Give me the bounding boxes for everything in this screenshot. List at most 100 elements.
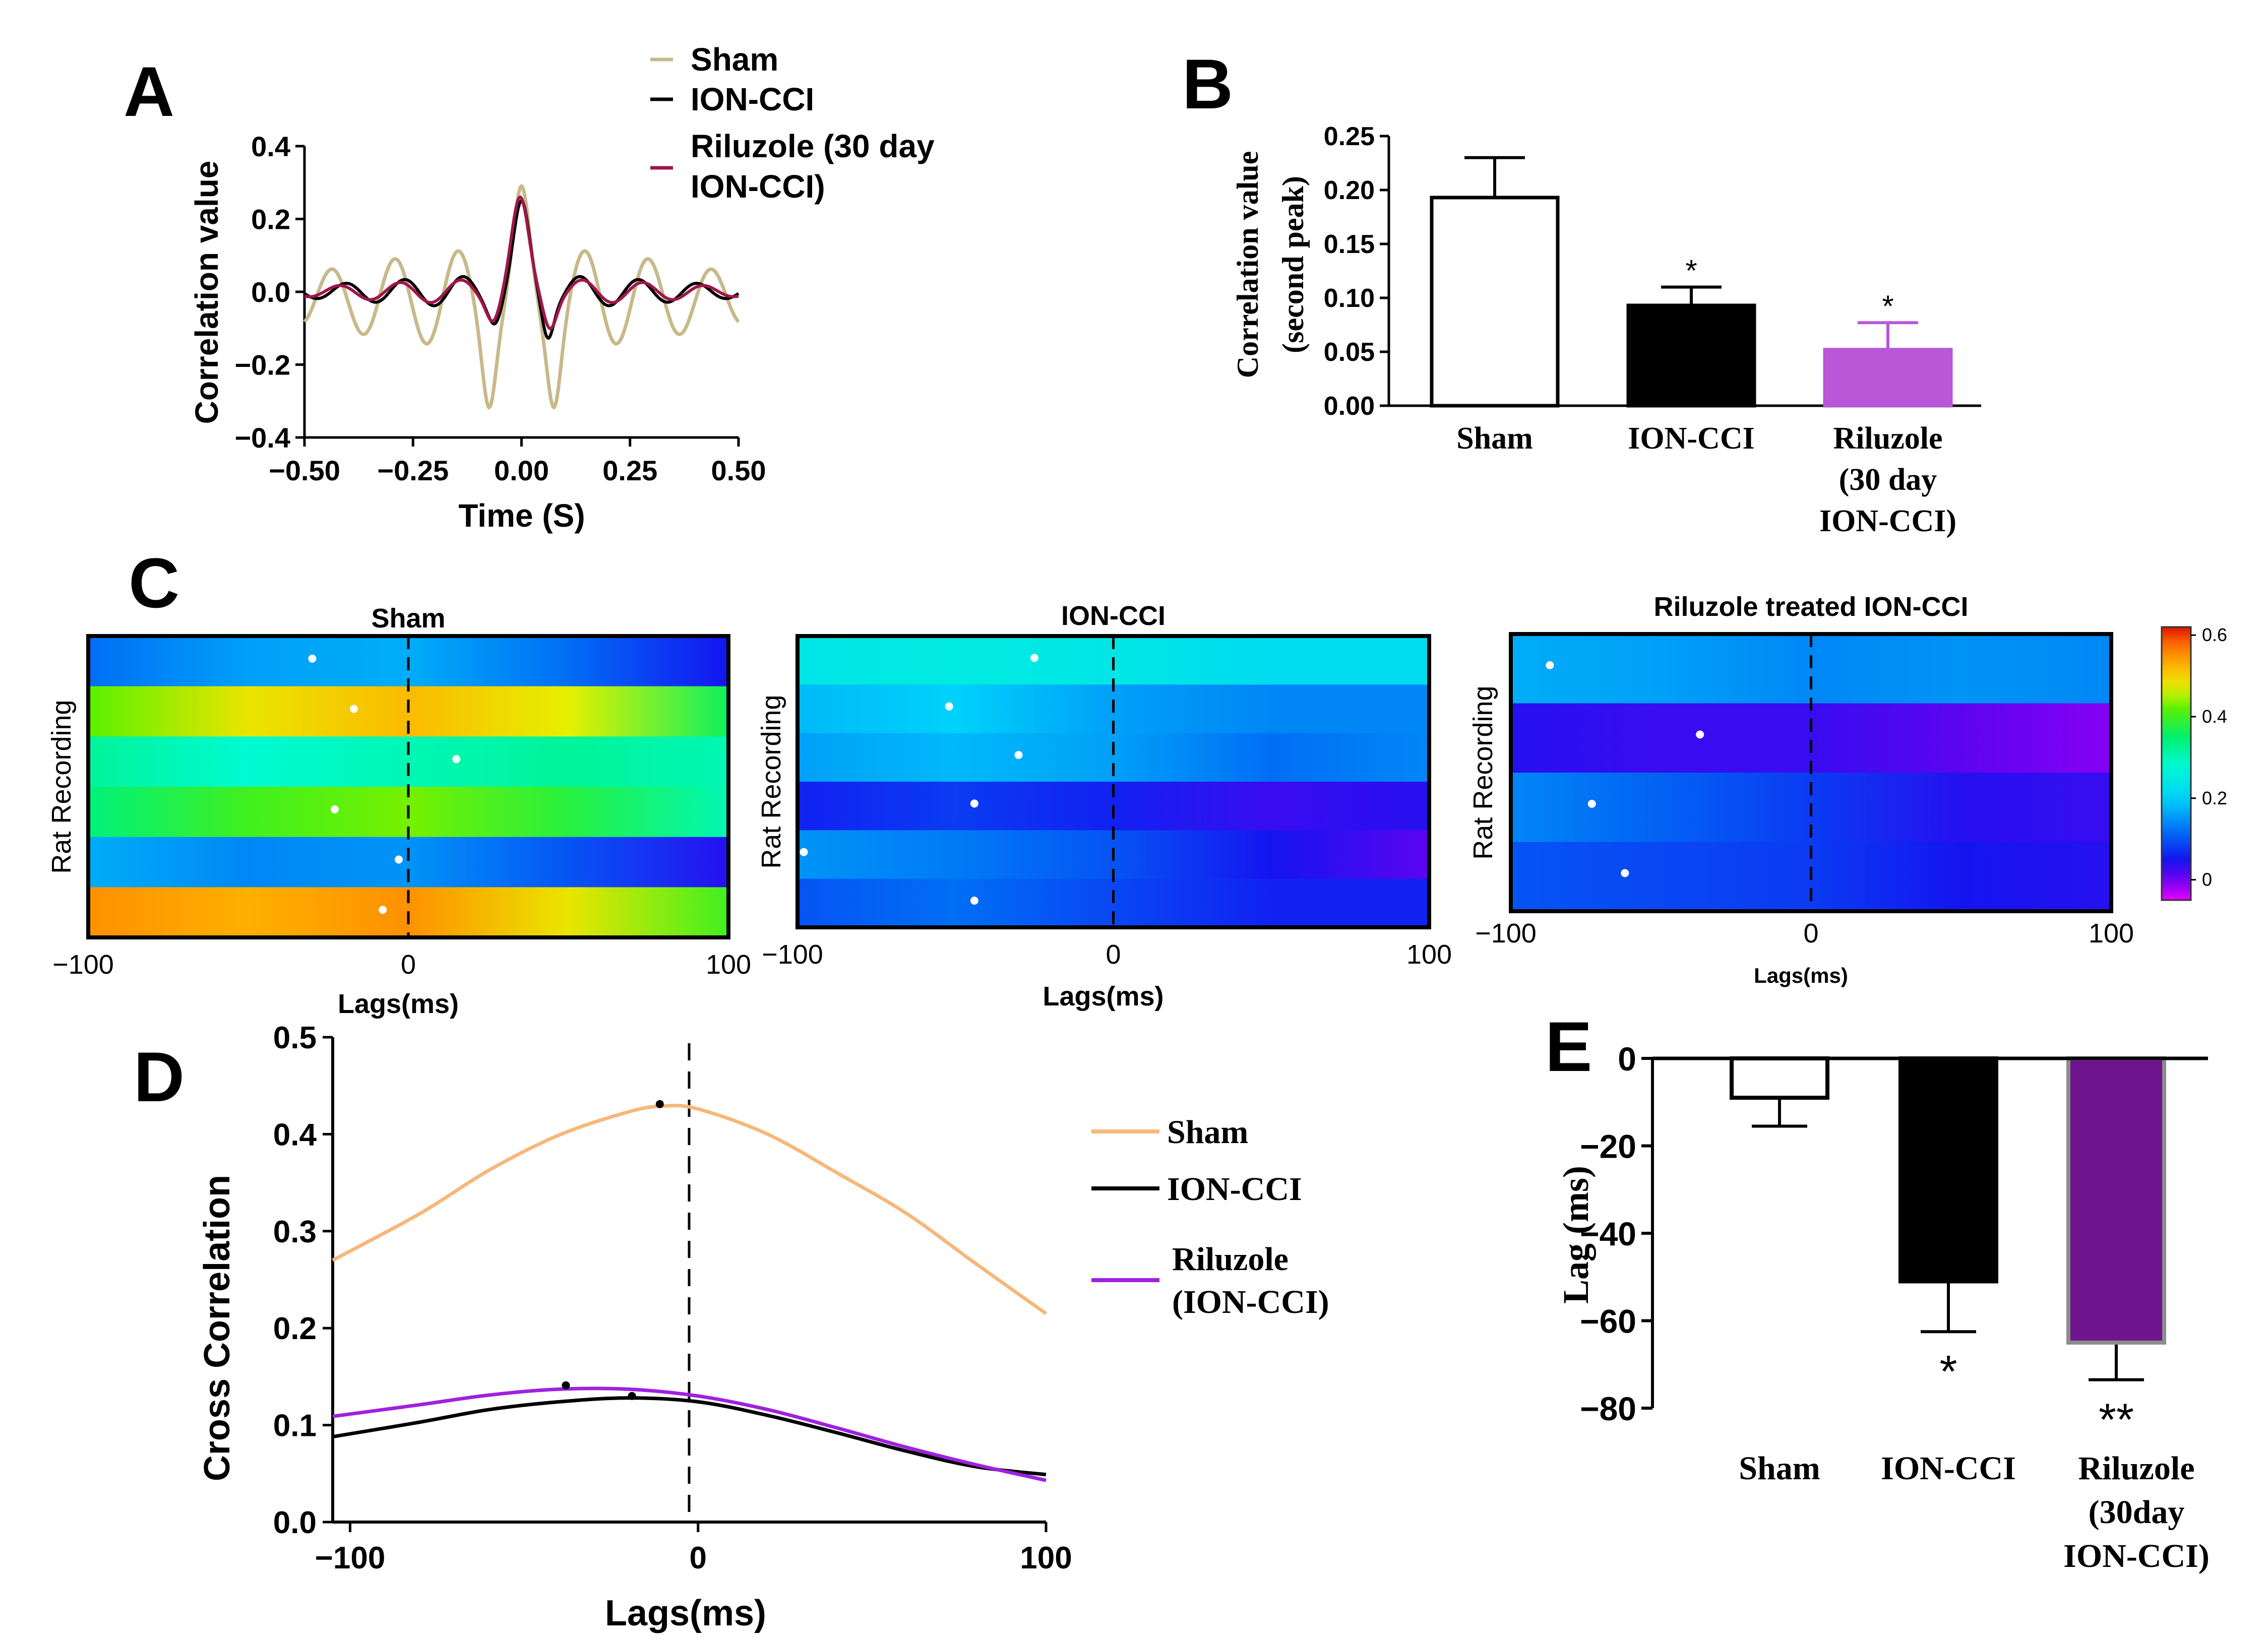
heatmap-peak-marker [1696, 730, 1704, 739]
heatmap-peak-marker [800, 848, 808, 856]
panel-e-y-tick-label: −60 [1580, 1303, 1636, 1340]
heatmap-x-tick-label: −100 [52, 950, 114, 980]
legend-d-riluzole-line1: Riluzole [1172, 1241, 1289, 1278]
heatmap-peak-marker [1014, 751, 1023, 760]
heatmap-y-label: Rat Recording [756, 695, 786, 868]
legend-d-riluzole-line2: (ION-CCI) [1172, 1284, 1329, 1320]
heatmap-peak-marker [394, 855, 403, 864]
heatmap-peak-marker [1587, 799, 1596, 808]
legend-a-ion: ION-CCI [691, 81, 814, 117]
panel-e-y-label: Lag (ms) [1556, 1166, 1596, 1304]
panel-b-significance: * [1685, 254, 1697, 288]
panel-d-peak-marker [628, 1392, 636, 1400]
panel-e-bar [1898, 1056, 1998, 1284]
panel-e-bar [1730, 1056, 1829, 1100]
panel-b-y-tick-label: 0.15 [1324, 230, 1375, 259]
panel-a-legend: Sham ION-CCI Riluzole (30 day ION-CCI) [650, 41, 935, 205]
panel-d-x-tick-label: 0 [690, 1541, 707, 1575]
panel-d-legend: Sham ION-CCI Riluzole (ION-CCI) [1091, 1114, 1329, 1320]
panel-b-y-tick-label: 0.10 [1324, 284, 1375, 313]
panel-b-y-tick-label: 0.25 [1324, 122, 1375, 151]
panel-d-y-label: Cross Correlation [197, 1175, 237, 1481]
heatmap-title: ION-CCI [1061, 601, 1166, 631]
panel-letter-e: E [1545, 1007, 1592, 1086]
panel-d-x-label: Lags(ms) [605, 1593, 766, 1633]
legend-d-sham: Sham [1167, 1114, 1248, 1151]
panel-b-category-label: Sham [1456, 421, 1533, 456]
panel-c-heatmaps: Sham Rat Recording −100 0 100 Lags(ms) ION-CCI… [46, 592, 2227, 1019]
heatmap-x-tick-label: 100 [706, 950, 751, 980]
heatmap-x-label: Lags(ms) [1043, 981, 1163, 1012]
panel-e-category-label: ION-CCI) [2063, 1538, 2210, 1574]
panel-e-category-label: (30day [2089, 1494, 2185, 1531]
heatmap-x-tick-label: 100 [2089, 918, 2134, 949]
panel-a-series-line [304, 195, 739, 330]
panel-e-significance: * [1939, 1347, 1957, 1397]
heatmap-y-label: Rat Recording [1468, 685, 1498, 859]
panel-letter-a: A [124, 52, 174, 131]
panel-d-peak-marker [655, 1100, 664, 1108]
panel-d-series-line [332, 1386, 1047, 1482]
panel-d-y-tick-label: 0.0 [273, 1505, 317, 1540]
heatmap-peak-marker [308, 654, 317, 663]
panel-d-peak-marker [562, 1381, 570, 1390]
heatmap-title: Riluzole treated ION-CCI [1653, 592, 1968, 622]
panel-a-series-line [303, 199, 740, 340]
legend-a-riluzole-line2: ION-CCI) [691, 168, 825, 205]
panel-letter-c: C [129, 543, 179, 622]
panel-b-category-label: (30 day [1839, 463, 1937, 497]
panel-e-y-tick-label: 0 [1618, 1040, 1636, 1078]
legend-a-sham: Sham [691, 41, 778, 78]
panel-b-bar [1823, 348, 1953, 408]
panel-d-series-line [332, 1396, 1047, 1477]
panel-letter-b: B [1182, 44, 1233, 123]
panel-a-x-tick-label: −0.50 [269, 455, 340, 486]
panel-a-y-tick-label: 0.4 [251, 131, 290, 162]
panel-d-x-tick-label: 100 [1020, 1541, 1072, 1575]
panel-a-y-tick-label: −0.4 [234, 422, 290, 454]
colorbar-tick-label: 0.4 [2202, 706, 2227, 727]
panel-d-y-tick-label: 0.2 [273, 1311, 317, 1346]
panel-b-bar [1430, 196, 1560, 408]
heatmap-y-label: Rat Recording [46, 700, 77, 873]
heatmap-x-tick-label: 0 [401, 950, 416, 980]
heatmap-x-label: Lags(ms) [1754, 964, 1848, 987]
panel-a-x-tick-label: 0.50 [711, 455, 766, 486]
panel-d-x-tick-label: −100 [315, 1541, 386, 1575]
heatmap-x-tick-label: −100 [762, 939, 823, 970]
panel-e-bar-chart: 0−20−40−60−80 *** Sham ION-CCI Riluzole(30… [1556, 1040, 2210, 1574]
panel-b-y-label-line1: Correlation value [1231, 151, 1264, 378]
panel-d-series-line [332, 1104, 1048, 1315]
panel-a-x-tick-label: −0.25 [377, 455, 449, 486]
panel-e-y-tick-label: −80 [1580, 1390, 1636, 1427]
heatmap-peak-marker [945, 702, 953, 711]
panel-a-series-line [303, 183, 740, 410]
panel-b-bar-chart: 0.00 0.05 0.10 0.15 0.20 0.25 * * Sham ION-CCI R… [1231, 122, 1981, 538]
colorbar [2161, 626, 2192, 901]
panel-b-category-label: ION-CCI [1628, 421, 1754, 456]
panel-e-category-label: ION-CCI [1881, 1450, 2016, 1487]
panel-a-y-tick-label: 0.0 [251, 276, 290, 308]
heatmap-x-tick-label: 0 [1106, 939, 1121, 970]
heatmap-peak-marker [1546, 661, 1554, 669]
panel-d-y-tick-label: 0.3 [273, 1215, 317, 1249]
panel-a-line-chart: −0.4 −0.2 0.0 0.2 0.4 −0.50 −0.25 0.00 0.25 0.50… [189, 41, 935, 534]
panel-b-bar [1626, 303, 1756, 408]
heatmap-x-tick-label: −100 [1475, 918, 1537, 949]
heatmap-peak-marker [970, 799, 978, 808]
panel-b-y-tick-label: 0.20 [1324, 176, 1375, 205]
panel-letter-d: D [134, 1037, 185, 1116]
panel-e-y-tick-label: −40 [1580, 1215, 1636, 1252]
panel-a-y-tick-label: 0.2 [251, 204, 290, 235]
heatmap-x-label: Lags(ms) [338, 989, 459, 1019]
colorbar-tick-label: 0 [2202, 869, 2212, 890]
panel-d-y-tick-label: 0.5 [273, 1021, 317, 1055]
panel-a-x-label: Time (S) [458, 497, 585, 534]
heatmap-x-tick-label: 0 [1803, 918, 1818, 949]
colorbar-tick-label: 0.2 [2202, 788, 2227, 808]
heatmap-peak-marker [1621, 869, 1629, 877]
panel-d-line-chart: 0.0 0.1 0.2 0.3 0.4 0.5 −100 0 100 Lags(ms) Cro… [197, 1021, 1329, 1633]
heatmap-peak-marker [350, 705, 358, 713]
heatmap-peak-marker [970, 897, 978, 905]
